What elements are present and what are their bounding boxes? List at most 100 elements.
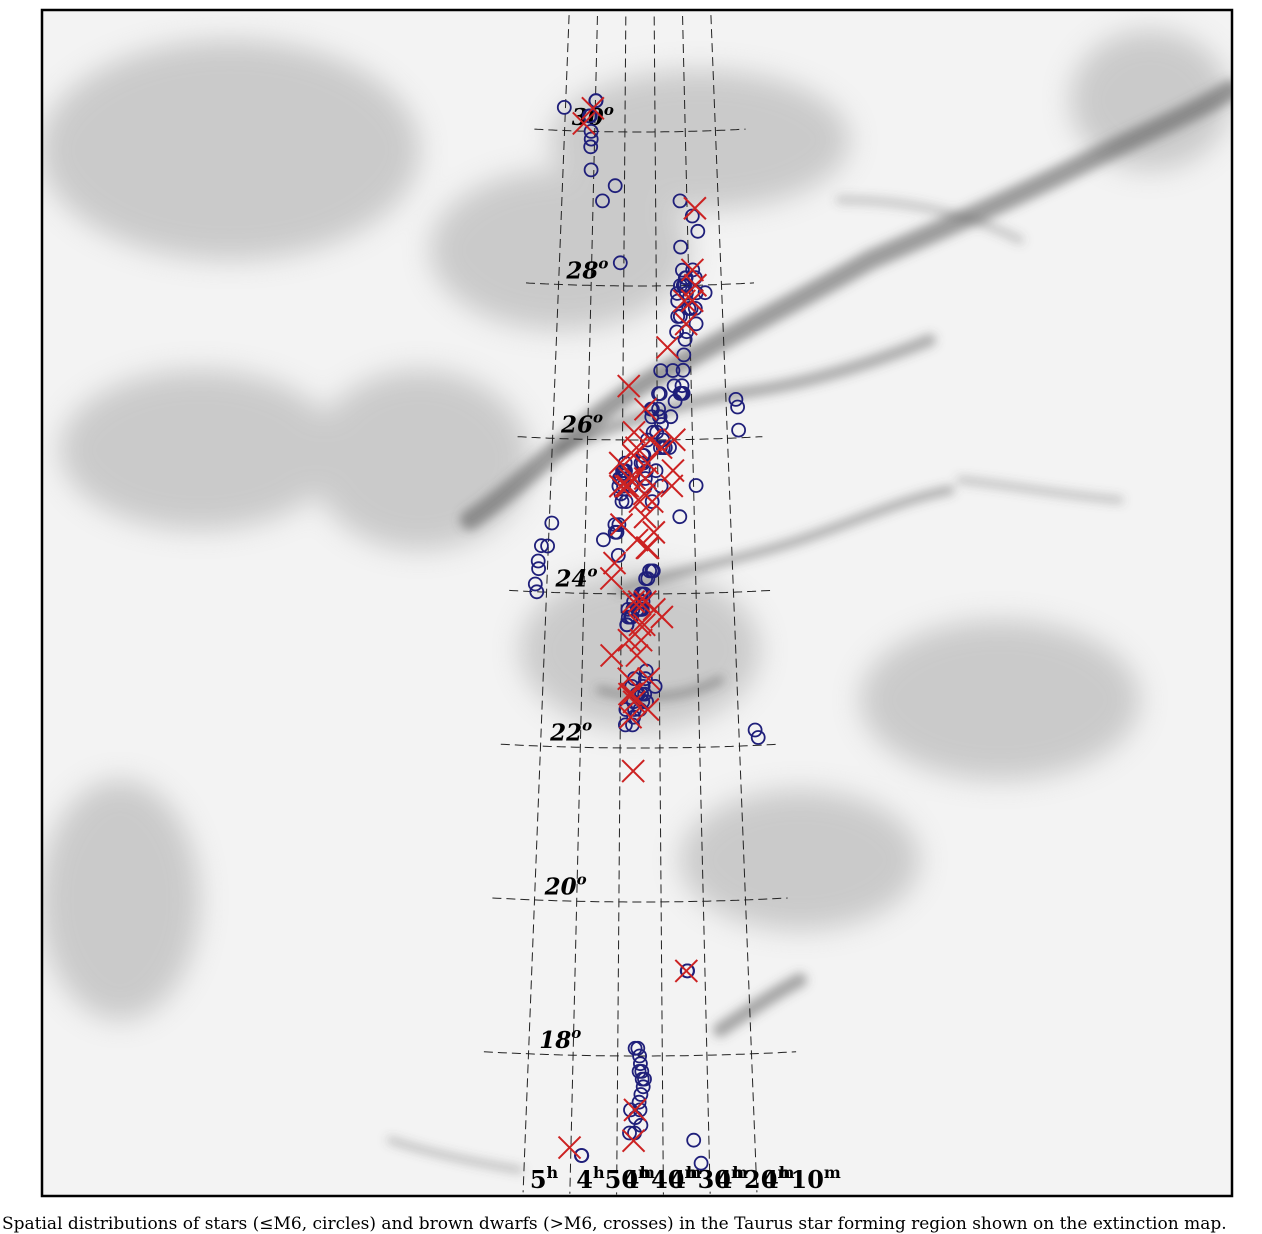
star-point [630,1040,646,1056]
star-point [688,316,704,332]
star-point [638,671,653,687]
brown-dwarf-point [621,443,646,468]
figure-caption: Spatial distributions of stars (≤M6, cir… [2,1214,1227,1234]
brown-dwarf-point [662,428,686,452]
star-point [637,471,653,486]
brown-dwarf-point [674,312,698,336]
star-point [544,515,560,531]
star-point [674,378,690,394]
star-point [612,255,628,271]
brown-dwarf-point [609,512,634,537]
brown-dwarf-point [672,289,697,313]
star-point [529,584,545,600]
brown-dwarf-point [599,566,624,591]
star-point [672,509,688,525]
star-point [653,363,669,379]
star-point [679,278,695,293]
star-point [623,1102,638,1118]
star-point [666,378,682,394]
brown-dwarf-point [599,643,624,668]
star-point [632,1048,647,1064]
star-point [685,262,701,278]
star-point [574,1148,589,1163]
star-point [675,262,690,278]
star-point [618,717,633,733]
ra-label: 4h50m [576,1163,655,1194]
star-point [631,1094,647,1110]
star-point [633,1087,649,1102]
star-point [531,561,546,577]
star-point [642,563,657,579]
star-point [556,100,572,115]
ra-gridline [616,16,627,1195]
brown-dwarf-point [674,959,699,983]
star-point [583,131,599,147]
star-point [633,1056,648,1072]
brown-dwarf-point [655,335,680,360]
star-point [620,602,636,617]
star-point [730,399,745,415]
star-point [690,223,706,239]
star-point [672,308,688,324]
star-point [680,963,695,979]
brown-dwarf-point [624,435,649,460]
plot-frame [40,8,1234,1198]
star-point [595,193,610,209]
star-point [618,494,634,510]
ra-label: 4h10m [762,1163,841,1194]
brown-dwarf-point [649,435,673,460]
star-point [697,285,713,301]
star-point [677,331,693,347]
star-point [616,478,631,494]
star-point [686,1132,702,1148]
brown-dwarf-point [683,273,708,297]
brown-dwarf-point [572,111,596,136]
star-point [527,576,543,592]
star-point [688,478,704,493]
brown-dwarf-point [632,613,656,637]
star-point [663,409,679,425]
brown-dwarf-point [617,374,641,398]
star-point [622,1125,637,1141]
star-point [638,571,653,586]
star-point [676,347,692,363]
brown-dwarf-point [581,96,605,121]
star-point [619,617,635,633]
brown-dwarf-point [622,690,646,714]
brown-dwarf-point [642,520,666,545]
ra-gridline [522,15,570,1193]
star-point [644,494,660,510]
brown-dwarf-point [618,705,643,729]
brown-dwarf-point [627,589,651,614]
star-point [731,422,746,438]
star-point [614,494,630,509]
star-point [618,702,634,717]
star-point [607,178,623,194]
star-point [588,93,604,109]
dec-gridline [534,128,746,133]
star-point [609,524,625,540]
star-point [693,1155,709,1171]
brown-dwarf-point [621,759,645,783]
brown-dwarf-point [557,1135,582,1160]
brown-dwarf-point [617,466,642,491]
star-point [632,1102,648,1118]
star-point [673,239,688,255]
brown-dwarf-point [660,474,684,498]
brown-dwarf-point [617,666,641,691]
star-point [654,417,669,432]
star-point [750,730,766,745]
star-point [651,386,666,402]
brown-dwarf-point [680,289,704,313]
dec-gridline [483,1051,797,1057]
star-point [583,162,599,178]
ra-gridline [569,15,598,1194]
star-point [530,553,546,569]
dec-gridline [525,282,755,287]
brown-dwarf-point [633,505,657,529]
ra-label: 5h [530,1163,559,1194]
star-point [620,609,636,625]
extinction-map [42,30,1232,1173]
